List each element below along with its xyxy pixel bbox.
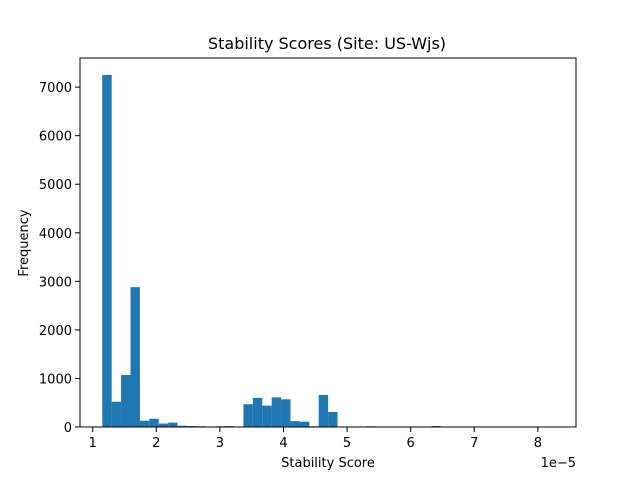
histogram-bar-17 <box>262 405 272 427</box>
x-tick-label-1: 2 <box>152 436 160 451</box>
x-tick-label-7: 8 <box>534 436 542 451</box>
histogram-bar-16 <box>252 397 263 427</box>
histogram-bar-21 <box>299 421 310 427</box>
plot-frame <box>79 57 577 428</box>
x-tick-label-0: 1 <box>89 436 97 451</box>
x-tick-label-5: 6 <box>407 436 415 451</box>
y-tick-label-0: 0 <box>64 421 72 436</box>
y-axis-label: Frequency <box>17 209 32 276</box>
histogram-bar-19 <box>281 399 291 427</box>
histogram-bar-7 <box>168 422 178 427</box>
histogram-bar-15 <box>243 404 253 427</box>
histogram-bar-5 <box>149 418 159 427</box>
histogram-bar-23 <box>318 394 329 427</box>
x-tick-label-4: 5 <box>343 436 351 451</box>
y-tick-label-5: 5000 <box>39 178 72 193</box>
histogram-bar-24 <box>328 411 338 427</box>
histogram-bar-18 <box>271 397 282 427</box>
y-tick-label-2: 2000 <box>39 324 72 339</box>
histogram-bars <box>102 74 451 428</box>
histogram-bar-1 <box>111 401 122 427</box>
histogram-bar-2 <box>121 375 131 427</box>
histogram-bar-20 <box>290 421 300 427</box>
chart-title: Stability Scores (Site: US-Wjs) <box>208 34 446 53</box>
histogram-bar-4 <box>139 420 150 427</box>
histogram-bar-0 <box>102 74 112 428</box>
x-tick-label-2: 3 <box>216 436 224 451</box>
x-tick-label-3: 4 <box>279 436 287 451</box>
y-tick-label-7: 7000 <box>39 81 72 96</box>
y-tick-label-6: 6000 <box>39 130 72 145</box>
x-axis-label: Stability Score <box>281 456 375 471</box>
y-tick-label-1: 1000 <box>39 372 72 387</box>
x-axis-offset-label: 1e−5 <box>541 456 576 471</box>
y-tick-label-4: 4000 <box>39 227 72 242</box>
histogram-bar-8 <box>177 425 187 427</box>
histogram-bar-6 <box>158 423 169 427</box>
y-axis: 0 1000 2000 3000 4000 5000 6000 7000 <box>39 81 80 436</box>
y-tick-label-3: 3000 <box>39 275 72 290</box>
x-axis: 1 2 3 4 5 6 7 8 <box>89 427 542 451</box>
x-tick-label-6: 7 <box>470 436 478 451</box>
histogram-bar-3 <box>130 287 140 427</box>
